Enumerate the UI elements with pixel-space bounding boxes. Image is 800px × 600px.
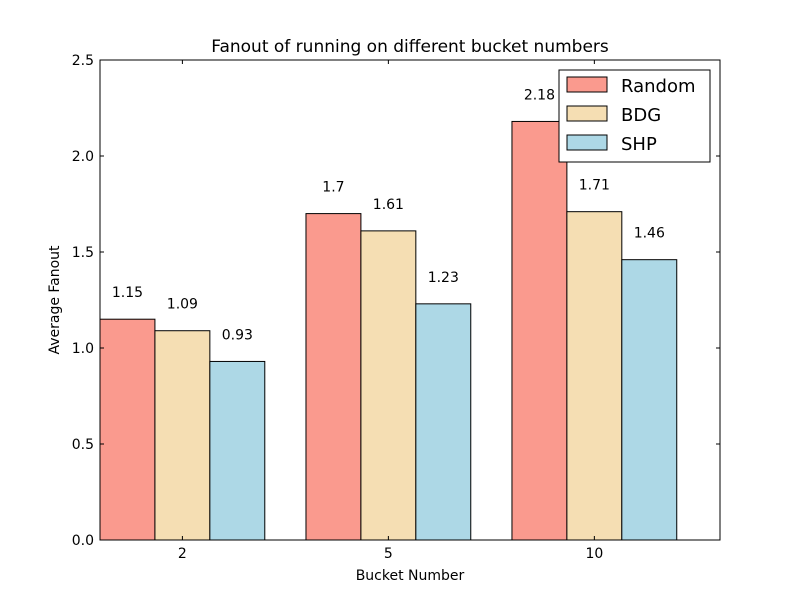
bar-shp-5 xyxy=(415,303,472,541)
data-label-bdg-10: 1.71 xyxy=(579,178,610,194)
bar-bdg-5 xyxy=(360,230,417,541)
x-tick-label: 10 xyxy=(585,546,603,562)
x-axis-label: Bucket Number xyxy=(356,568,465,584)
bar-shp-10 xyxy=(621,259,678,541)
y-tick-label: 1.5 xyxy=(72,245,94,261)
data-label-bdg-2: 1.09 xyxy=(167,297,198,313)
legend-swatch-random xyxy=(566,76,608,93)
data-label-shp-10: 1.46 xyxy=(634,226,665,242)
legend-label-random: Random xyxy=(621,76,696,97)
y-tick-label: 0.5 xyxy=(72,437,94,453)
data-labels-layer: 1.15 1.09 0.93 1.7 1.61 1.23 2.18 1.71 1.46 xyxy=(112,87,665,343)
bar-random-10 xyxy=(511,120,568,541)
bar-bdg-2 xyxy=(154,330,211,541)
legend-label-bdg: BDG xyxy=(621,105,661,126)
bar-random-2 xyxy=(99,318,156,541)
legend: Random BDG SHP xyxy=(558,69,711,163)
data-label-bdg-5: 1.61 xyxy=(373,197,404,213)
y-axis-label: Average Fanout xyxy=(47,245,63,355)
data-label-shp-2: 0.93 xyxy=(222,327,253,343)
bar-bdg-10 xyxy=(566,211,623,541)
x-tick-label: 5 xyxy=(384,546,393,562)
y-tick-label: 2.0 xyxy=(72,149,94,165)
ticks-layer: 2 5 10 0.0 0.5 1.0 1.5 2.0 2.5 xyxy=(72,53,720,562)
legend-swatch-bdg xyxy=(566,105,608,122)
legend-items: Random BDG SHP xyxy=(566,76,696,155)
x-tick-label: 2 xyxy=(178,546,187,562)
y-tick-label: 0.0 xyxy=(72,533,94,549)
bars-layer xyxy=(99,120,678,541)
legend-swatch-shp xyxy=(566,134,608,151)
plot-frame xyxy=(99,59,721,541)
y-tick-label: 1.0 xyxy=(72,341,94,357)
bar-random-5 xyxy=(305,213,362,541)
y-tick-label: 2.5 xyxy=(72,53,94,69)
chart-title: Fanout of running on different bucket nu… xyxy=(211,37,609,57)
data-label-random-2: 1.15 xyxy=(112,285,143,301)
data-label-random-5: 1.7 xyxy=(322,180,344,196)
data-label-shp-5: 1.23 xyxy=(428,270,459,286)
data-label-random-10: 2.18 xyxy=(524,87,555,103)
bar-shp-2 xyxy=(209,360,266,541)
legend-label-shp: SHP xyxy=(621,134,657,155)
